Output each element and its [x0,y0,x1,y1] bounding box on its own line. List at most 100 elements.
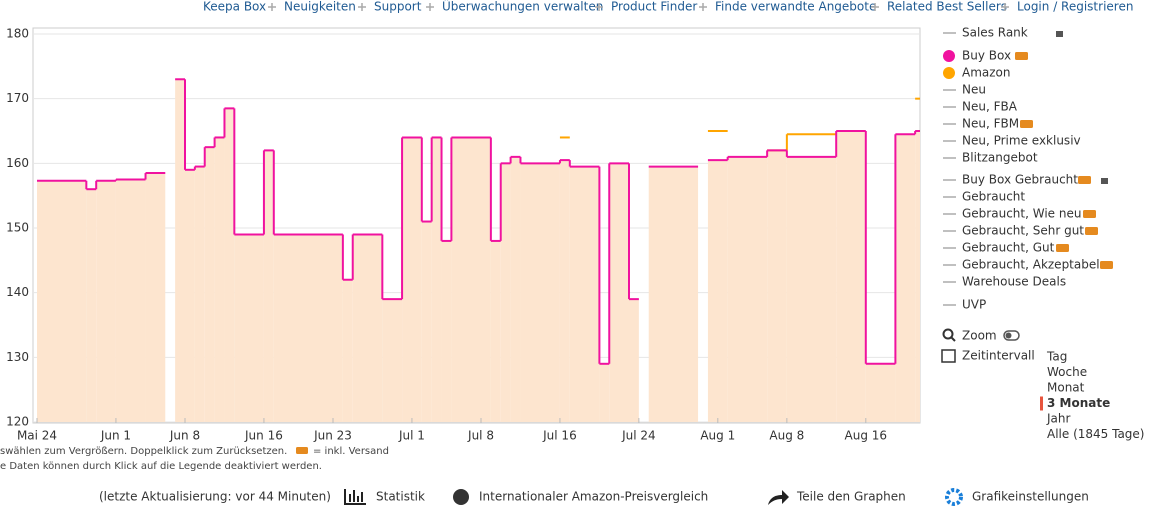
area-fill [185,169,195,422]
nav-link[interactable]: Login / Registrieren [1017,0,1133,14]
area-fill [214,137,225,422]
area-fill [895,134,916,422]
legend-label[interactable]: Sales Rank [962,26,1028,40]
axes: 120 130 140 150 160 170 180 Mai 24 Jun 1 Jun 8 Jun… [6,27,887,443]
interval-option[interactable]: Woche [1047,365,1087,379]
interval-option[interactable]: Jahr [1046,412,1070,426]
x-tick-label: Aug 16 [845,429,888,443]
area-fill [727,156,768,422]
area-fill [96,180,116,422]
area-fill [648,166,699,422]
legend-label[interactable]: Gebraucht [962,190,1025,204]
interval-option[interactable]: Monat [1047,381,1085,395]
area-fill [234,234,264,422]
y-tick-label: 130 [6,350,29,364]
truck-icon [296,447,308,454]
area-fill [767,150,787,422]
legend-label[interactable]: Neu [962,83,986,97]
x-tick-label: Aug 1 [700,429,735,443]
area-fill [194,166,205,422]
legend-label[interactable]: Gebraucht, Sehr gut [962,224,1084,238]
legend-label[interactable]: Gebraucht, Gut [962,241,1055,255]
footer-link[interactable]: Teile den Graphen [796,490,906,504]
area-fill [86,189,97,422]
nav-separator [426,3,434,11]
area-fill [500,163,511,423]
footer-link[interactable]: Grafikeinstellungen [972,490,1089,504]
calendar-icon [941,349,956,363]
legend-label[interactable]: Amazon [962,66,1011,80]
x-tick-label: Jul 24 [621,429,656,443]
truck-icon [1083,210,1096,218]
nav-separator [699,3,707,11]
footer-link[interactable]: Internationaler Amazon-Preisvergleich [479,490,708,504]
x-tick-label: Jul 8 [467,429,494,443]
legend-dot[interactable] [943,67,955,79]
footer-link[interactable]: Statistik [376,490,425,504]
area-fill [786,156,837,422]
gear-icon [945,488,963,506]
area-fill [629,299,639,422]
last-update: (letzte Aktualisierung: vor 44 Minuten) [99,490,331,504]
area-fill [402,137,422,422]
area-fill [915,131,920,422]
legend-label[interactable]: Gebraucht, Wie neu [962,207,1081,221]
interval-option[interactable]: Alle (1845 Tage) [1047,427,1145,441]
share-icon [768,490,789,505]
interval-option[interactable]: 3 Monate [1047,396,1110,410]
legend-label[interactable]: Neu, FBM [962,117,1019,131]
truck-icon [1015,52,1028,60]
area-fill [520,163,560,423]
interval-option[interactable]: Tag [1046,350,1067,364]
area-fill [204,147,215,422]
zoom-toggle-knob [1005,332,1012,339]
legend-label[interactable]: Warehouse Deals [962,275,1066,289]
x-tick-label: Jul 1 [398,429,425,443]
truck-icon [1020,120,1033,128]
x-tick-label: Jul 16 [542,429,577,443]
legend-label[interactable]: Blitzangebot [962,151,1038,165]
zoom-label[interactable]: Zoom [962,329,997,343]
legend-label[interactable]: Buy Box [962,49,1011,63]
ui: Keepa Box Neuigkeiten Support Überwachungen… [0,0,1145,506]
legend-label[interactable]: Neu, FBA [962,100,1018,114]
nav-link[interactable]: Neuigkeiten [284,0,356,14]
nav-separator [1001,3,1009,11]
nav-link[interactable]: Keepa Box [203,0,266,14]
note: swählen zum Vergrößern. Doppelklick zum … [0,446,287,457]
area-fill [431,137,442,422]
nav-link[interactable]: Support [374,0,422,14]
x-tick-label: Jun 1 [100,429,131,443]
interval-label: Zeitintervall [962,349,1035,363]
legend-label[interactable]: UVP [962,298,986,312]
truck-icon [1085,227,1098,235]
area-fill [441,240,452,422]
x-tick-label: Jun 23 [313,429,352,443]
nav-link[interactable]: Product Finder [611,0,697,14]
x-tick-label: Mai 24 [17,429,57,443]
nav-link[interactable]: Überwachungen verwalten [442,0,603,14]
area-fill [569,166,600,422]
y-tick-label: 120 [6,415,29,429]
area-fill [609,163,629,423]
nav-separator [268,3,276,11]
area-fill [707,160,728,422]
area-fill [342,279,353,422]
y-tick-label: 170 [6,91,29,105]
nav-link[interactable]: Related Best Sellers [887,0,1007,14]
area-fill [145,173,166,422]
area-fill [836,131,866,422]
area-fill [490,240,501,422]
legend-label[interactable]: Neu, Prime exklusiv [962,134,1081,148]
area-fill [224,108,235,422]
legend-label[interactable]: Buy Box Gebraucht [962,173,1078,187]
legend-label[interactable]: Gebraucht, Akzeptabel [962,258,1100,272]
area-fill [382,299,403,422]
stats-icon [344,489,366,505]
nav-link[interactable]: Finde verwandte Angebote [715,0,876,14]
legend-dot[interactable] [943,50,955,62]
area-fill [510,156,521,422]
zoom-icon [942,328,954,340]
nav-separator [595,3,603,11]
